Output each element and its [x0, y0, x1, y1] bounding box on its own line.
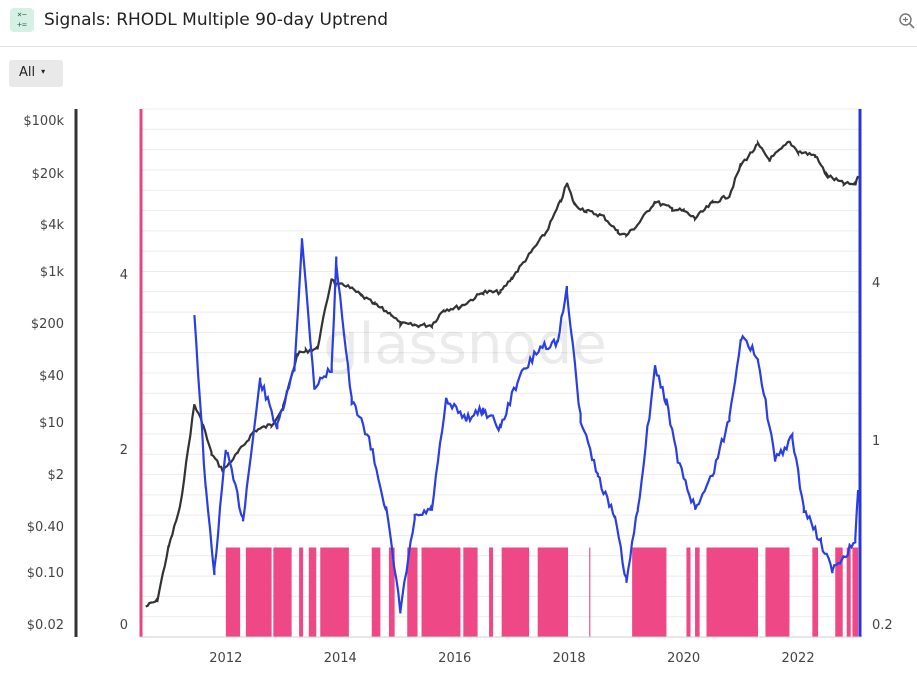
- watermark: glassnode: [323, 312, 607, 377]
- price-tick-label: $40: [39, 369, 64, 384]
- signal-bar: [537, 547, 569, 637]
- x-tick-label: 2022: [782, 651, 815, 666]
- signal-bar: [686, 547, 691, 637]
- signal-tick-label: 2: [120, 443, 128, 458]
- signal-bar: [245, 547, 272, 637]
- price-tick-label: $2: [47, 468, 64, 483]
- price-tick-label: $100k: [23, 114, 64, 129]
- rhodl-tick-label: 0.2: [872, 618, 893, 633]
- x-tick-label: 2018: [553, 651, 586, 666]
- x-tick-label: 2020: [667, 651, 700, 666]
- signal-bar: [371, 547, 381, 637]
- signal-tick-label: 4: [120, 268, 128, 283]
- signal-bar: [501, 547, 530, 637]
- signal-bars: [225, 547, 859, 637]
- signal-bar: [299, 547, 304, 637]
- signal-bar: [846, 547, 851, 637]
- x-tick-label: 2012: [209, 651, 242, 666]
- price-tick-label: $1k: [40, 265, 65, 280]
- price-tick-label: $200: [31, 317, 64, 332]
- signal-bar: [765, 547, 790, 637]
- time-range-label: All: [19, 65, 36, 80]
- signal-bar: [589, 547, 591, 637]
- price-tick-label: $0.40: [27, 520, 64, 535]
- x-tick-label: 2016: [438, 651, 471, 666]
- price-tick-label: $20k: [32, 167, 65, 182]
- signal-bar: [812, 547, 819, 637]
- price-tick-label: $4k: [40, 218, 65, 233]
- signal-bar: [308, 547, 317, 637]
- signal-bar: [835, 547, 843, 637]
- page-title: Signals: RHODL Multiple 90-day Uptrend: [44, 10, 389, 30]
- signal-bar: [421, 547, 461, 637]
- price-series-line: [145, 139, 860, 608]
- chart-axes: [74, 109, 862, 638]
- signal-tick-label: 0: [120, 618, 128, 633]
- rhodl-tick-label: 4: [872, 276, 880, 291]
- price-tick-label: $0.02: [27, 618, 64, 633]
- chart-header: ×− += Signals: RHODL Multiple 90-day Uptr…: [0, 0, 917, 47]
- signal-bar: [463, 547, 478, 637]
- signals-icon: ×− +=: [10, 8, 34, 32]
- signal-bar: [407, 547, 418, 637]
- signal-bar: [225, 547, 241, 637]
- signal-bar: [320, 547, 349, 637]
- rhodl-chart: glassnode $100k $20k $4k $1k $200 $40 $10 $2 $0.…: [23, 108, 893, 666]
- x-tick-label: 2014: [324, 651, 357, 666]
- grid-lines: [140, 108, 861, 638]
- signal-bar: [852, 547, 859, 637]
- rhodl-series-line: [193, 238, 860, 614]
- signal-bar: [706, 547, 758, 637]
- tick-labels: $100k $20k $4k $1k $200 $40 $10 $2 $0.40 $0.10 $0.…: [23, 114, 892, 666]
- price-tick-label: $0.10: [27, 566, 64, 581]
- signal-bar: [489, 547, 494, 637]
- price-tick-label: $10: [39, 416, 64, 431]
- signal-bar: [273, 547, 292, 637]
- chevron-down-icon: ▾: [41, 67, 46, 76]
- signal-bar: [695, 547, 700, 637]
- zoom-in-icon[interactable]: [898, 12, 916, 30]
- time-range-dropdown[interactable]: All ▾: [9, 60, 63, 87]
- rhodl-tick-label: 1: [872, 434, 880, 449]
- signal-bar: [632, 547, 667, 637]
- signal-bar: [388, 547, 395, 637]
